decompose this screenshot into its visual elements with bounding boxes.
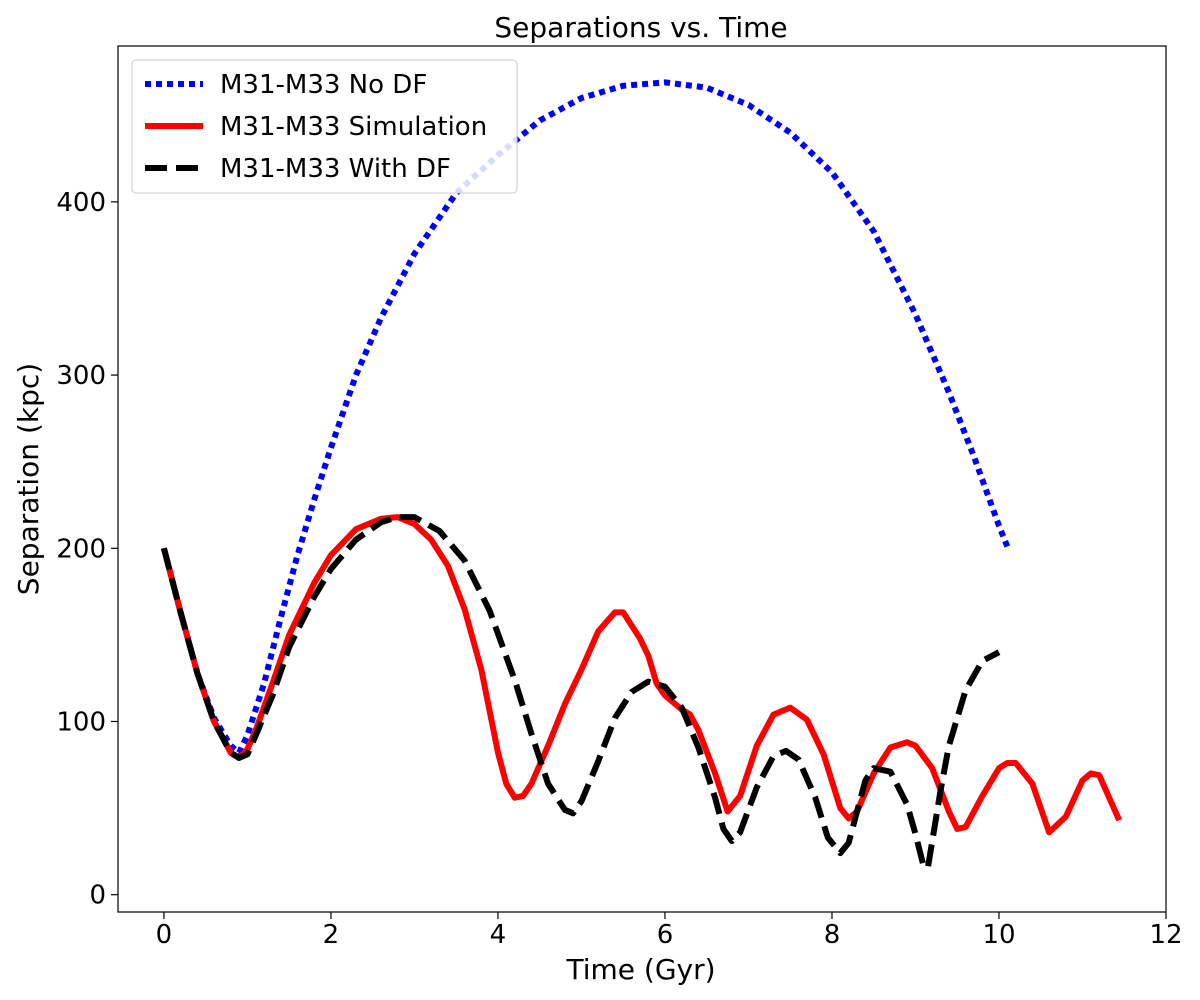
legend: M31-M33 No DF M31-M33 Simulation M31-M33 W… xyxy=(131,59,518,194)
x-axis-title: Time (Gyr) xyxy=(565,953,715,986)
y-axis-title: Separation (kpc) xyxy=(12,363,45,595)
legend-label-1: M31-M33 Simulation xyxy=(220,112,487,142)
y-tick-label: 200 xyxy=(56,534,106,564)
x-tick-label: 6 xyxy=(657,920,674,950)
x-tick-label: 10 xyxy=(982,920,1015,950)
x-tick-label: 4 xyxy=(490,920,507,950)
x-tick-label: 0 xyxy=(156,920,173,950)
y-tick-label: 400 xyxy=(56,188,106,218)
series-line-0 xyxy=(160,79,1011,756)
x-axis: 0 2 4 6 8 10 12 xyxy=(156,912,1183,950)
y-tick-label: 300 xyxy=(56,361,106,391)
x-tick-label: 8 xyxy=(824,920,841,950)
legend-box xyxy=(131,59,518,194)
y-tick-label: 100 xyxy=(56,707,106,737)
x-tick-label: 2 xyxy=(323,920,340,950)
plot-area xyxy=(160,79,1122,870)
x-tick-label: 12 xyxy=(1149,920,1182,950)
series-line-1 xyxy=(160,514,1122,836)
legend-label-0: M31-M33 No DF xyxy=(220,70,427,100)
y-tick-label: 0 xyxy=(89,881,106,911)
y-axis: 0 100 200 300 400 xyxy=(56,188,118,911)
chart-title: Separations vs. Time xyxy=(494,11,787,44)
legend-label-2: M31-M33 With DF xyxy=(220,154,451,184)
plot-frame xyxy=(117,45,1167,913)
series-layer xyxy=(160,79,1122,870)
series-line-2 xyxy=(160,514,1001,870)
